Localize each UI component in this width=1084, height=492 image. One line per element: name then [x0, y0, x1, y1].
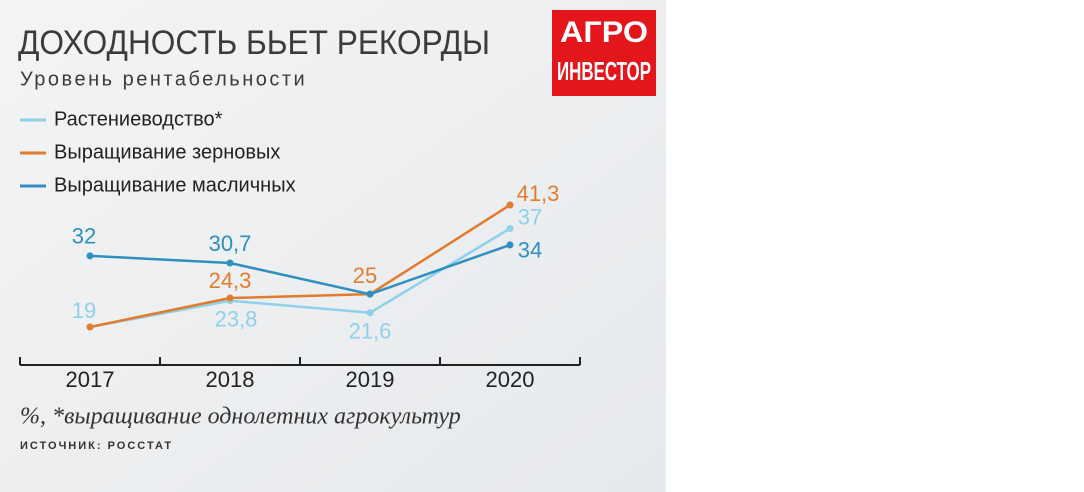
logo-text: АГРО — [560, 16, 648, 49]
logo-box — [552, 10, 656, 96]
chart-title: ДОХОДНОСТЬ БЬЕТ РЕКОРДЫ — [18, 24, 490, 62]
data-label: 19 — [72, 298, 96, 323]
series-line — [89, 243, 511, 296]
data-point — [506, 241, 514, 249]
logo-text: ИНВЕСТОР — [557, 56, 651, 86]
data-label: 32 — [72, 224, 96, 249]
data-point — [86, 323, 94, 331]
data-label: 23,8 — [215, 307, 258, 332]
data-label: 25 — [353, 263, 377, 288]
data-point — [86, 252, 94, 260]
x-tick-label: 2020 — [486, 367, 535, 392]
chart-subtitle: Уровень рентабельности — [20, 68, 307, 90]
data-label: 24,3 — [209, 268, 252, 293]
data-point — [506, 225, 514, 233]
data-label: 34 — [518, 238, 542, 263]
data-label: 30,7 — [209, 231, 252, 256]
x-tick-label: 2017 — [66, 367, 115, 392]
legend-label: Растениеводство* — [54, 108, 223, 130]
data-point — [506, 201, 514, 209]
x-tick-label: 2018 — [206, 367, 255, 392]
data-point — [226, 294, 234, 302]
legend-label: Выращивание масличных — [54, 174, 296, 196]
data-point — [226, 259, 234, 267]
series-line — [89, 203, 511, 329]
data-label: 41,3 — [517, 181, 560, 206]
data-label: 21,6 — [349, 319, 392, 344]
data-point — [366, 290, 374, 298]
source: ИСТОЧНИК: РОССТАТ — [20, 440, 173, 452]
data-label: 37 — [518, 204, 542, 229]
data-point — [366, 309, 374, 317]
footnote: %, *выращивание однолетних агрокультур — [20, 404, 461, 430]
x-tick-label: 2019 — [346, 367, 395, 392]
legend-label: Выращивание зерновых — [54, 141, 280, 163]
